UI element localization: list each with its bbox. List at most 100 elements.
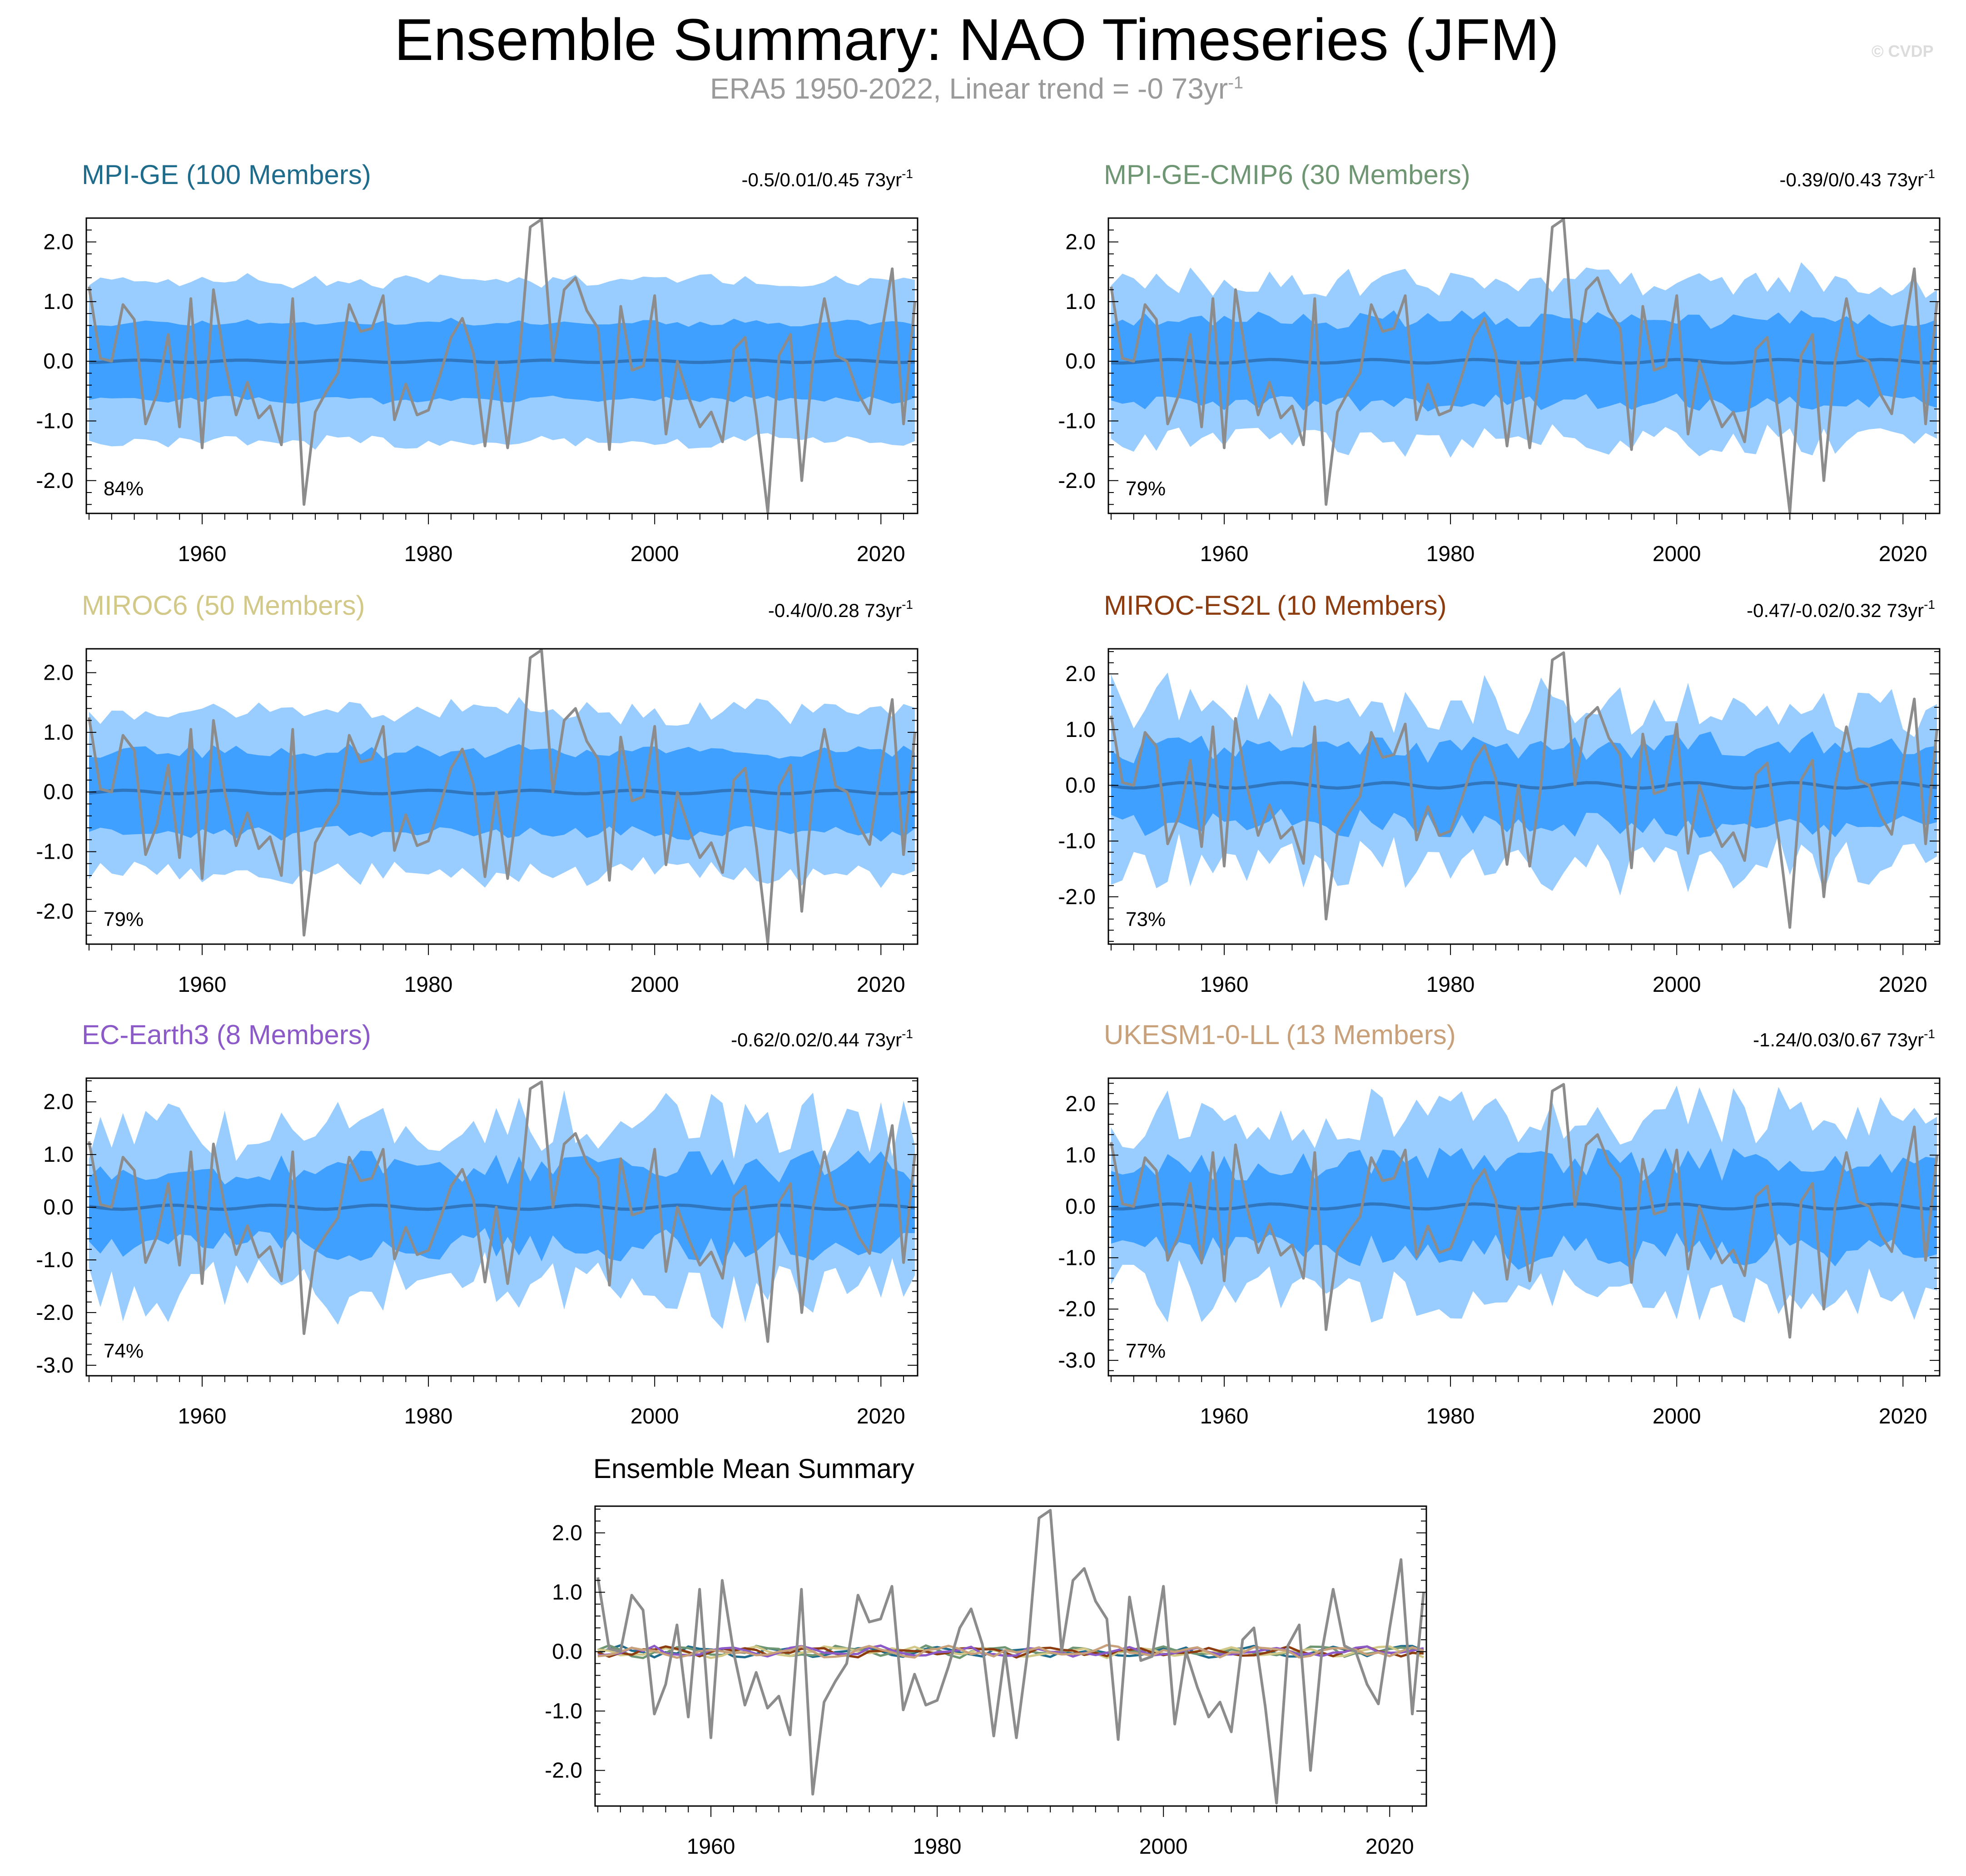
x-tick-label: 2020: [1365, 1835, 1414, 1859]
x-tick-label: 2020: [1879, 1404, 1927, 1428]
panel-trend-stats: -0.4/0/0.28 73yr-1: [768, 597, 913, 621]
y-tick-label: -1.0: [1058, 409, 1096, 433]
y-tick-label: 2.0: [43, 230, 74, 254]
ensemble-mean-line: [89, 358, 915, 364]
x-tick-label: 1960: [1200, 542, 1249, 566]
x-tick-label: 1980: [1426, 1404, 1475, 1428]
panel-trend-stats: -0.39/0/0.43 73yr-1: [1780, 167, 1935, 190]
observed-line: [88, 648, 916, 945]
x-tick-label: 1980: [404, 1404, 453, 1428]
y-tick-label: 1.0: [552, 1581, 582, 1605]
plot-frame: [85, 217, 918, 514]
panel-2: 2.0 1.0 0.0 -1.0 -2.0 1960 1980 2000 2020 MPI-GE-…: [1058, 159, 1941, 566]
panel-title: MPI-GE-CMIP6 (30 Members): [1104, 159, 1470, 190]
panel-trend-stats: -0.5/0.01/0.45 73yr-1: [742, 167, 913, 190]
x-tick-label: 2020: [1879, 542, 1927, 566]
ensemble-mean-line: [1111, 358, 1937, 365]
y-tick-label: 0.0: [43, 780, 74, 804]
ensemble-mean-line: [1111, 1202, 1937, 1211]
x-tick-label: 1960: [178, 542, 227, 566]
y-tick-label: 1.0: [1065, 718, 1096, 742]
panel-percent: 73%: [1126, 908, 1166, 931]
y-tick-label: 2.0: [43, 661, 74, 685]
y-tick-label: -2.0: [1058, 1297, 1096, 1321]
y-tick-label: 1.0: [43, 1143, 74, 1167]
x-tick-label: 2000: [631, 973, 679, 997]
y-tick-label: -1.0: [1058, 1246, 1096, 1270]
ensemble-mean-line: [89, 1203, 915, 1211]
y-tick-label: 0.0: [1065, 349, 1096, 373]
y-tick-label: 2.0: [43, 1090, 74, 1114]
x-tick-label: 1960: [178, 1404, 227, 1428]
x-tick-label: 2020: [857, 542, 905, 566]
subtitle-text: ERA5 1950-2022, Linear trend = -0 73yr: [710, 72, 1228, 105]
panel-6: 2.0 1.0 0.0 -1.0 -2.0 -3.0 1960 1980 2000 2020 UKE…: [1058, 1020, 1941, 1428]
y-tick-label: -2.0: [1058, 885, 1096, 909]
panel-trend-stats: -1.24/0.03/0.67 73yr-1: [1753, 1027, 1935, 1050]
figure-title: Ensemble Summary: NAO Timeseries (JFM): [394, 6, 1559, 73]
x-tick-label: 2000: [1653, 1404, 1701, 1428]
x-tick-label: 1980: [913, 1835, 962, 1859]
y-tick-label: -3.0: [36, 1354, 74, 1378]
observed-line: [88, 218, 916, 514]
panel-percent: 77%: [1126, 1340, 1166, 1362]
y-tick-label: -1.0: [1058, 829, 1096, 853]
y-tick-label: 0.0: [1065, 773, 1096, 797]
y-tick-label: -2.0: [545, 1759, 582, 1783]
panel-percent: 79%: [104, 908, 144, 931]
y-tick-label: -2.0: [36, 1301, 74, 1325]
y-tick-label: -1.0: [545, 1699, 582, 1723]
x-tick-label: 1980: [404, 542, 453, 566]
watermark: © CVDP: [1872, 42, 1934, 60]
x-tick-label: 2000: [1139, 1835, 1188, 1859]
panel-trend-stats: -0.62/0.02/0.44 73yr-1: [731, 1027, 913, 1050]
x-tick-label: 1960: [1200, 973, 1249, 997]
panel-title: UKESM1-0-LL (13 Members): [1104, 1020, 1456, 1050]
y-tick-label: 1.0: [43, 290, 74, 314]
ensemble-mean-line: [1111, 781, 1937, 790]
y-tick-label: 1.0: [1065, 290, 1096, 314]
plot-frame: [1107, 217, 1941, 514]
y-tick-label: 1.0: [1065, 1143, 1096, 1167]
observed-line: [1110, 218, 1938, 514]
y-tick-label: 0.0: [43, 349, 74, 373]
observed-line: [1110, 651, 1938, 929]
observed-line: [88, 1080, 916, 1343]
summary-observed-line: [596, 1509, 1425, 1805]
plot-frame: [85, 1077, 918, 1377]
panel-percent: 84%: [104, 478, 144, 500]
summary-mean-line: [597, 1644, 1424, 1659]
plot-frame: [594, 1505, 1427, 1807]
observed-line: [1110, 1083, 1938, 1339]
y-tick-label: 0.0: [552, 1640, 582, 1664]
subtitle-superscript: -1: [1228, 73, 1244, 93]
y-tick-label: -1.0: [36, 1248, 74, 1272]
y-tick-label: -2.0: [36, 469, 74, 493]
x-tick-label: 1980: [404, 973, 453, 997]
x-tick-label: 2000: [631, 1404, 679, 1428]
x-tick-label: 1980: [1426, 542, 1475, 566]
panel-title: MPI-GE (100 Members): [82, 159, 371, 190]
panel-4: 2.0 1.0 0.0 -1.0 -2.0 1960 1980 2000 2020 MIROC-E…: [1058, 590, 1941, 997]
x-tick-label: 2000: [631, 542, 679, 566]
x-tick-label: 1960: [178, 973, 227, 997]
y-tick-label: 1.0: [43, 721, 74, 745]
figure-subtitle: ERA5 1950-2022, Linear trend = -0 73yr-1: [0, 72, 1953, 105]
y-tick-label: 0.0: [1065, 1194, 1096, 1219]
panel-percent: 74%: [104, 1340, 144, 1362]
y-tick-label: -3.0: [1058, 1349, 1096, 1373]
y-tick-label: -1.0: [36, 840, 74, 864]
x-tick-label: 1960: [687, 1835, 735, 1859]
x-tick-label: 1960: [1200, 1404, 1249, 1428]
x-tick-label: 2000: [1653, 542, 1701, 566]
panel-5: 2.0 1.0 0.0 -1.0 -2.0 -3.0 1960 1980 2000 2020 EC-…: [36, 1020, 918, 1428]
x-tick-label: 2020: [857, 973, 905, 997]
panel-1: 2.0 1.0 0.0 -1.0 -2.0 1960 1980 2000 2020 MPI-GE …: [36, 159, 918, 566]
x-tick-label: 2020: [857, 1404, 905, 1428]
panel-percent: 79%: [1126, 478, 1166, 500]
y-tick-label: 2.0: [1065, 662, 1096, 686]
panel-title: EC-Earth3 (8 Members): [82, 1020, 371, 1050]
y-tick-label: -1.0: [36, 409, 74, 433]
y-tick-label: 0.0: [43, 1195, 74, 1219]
